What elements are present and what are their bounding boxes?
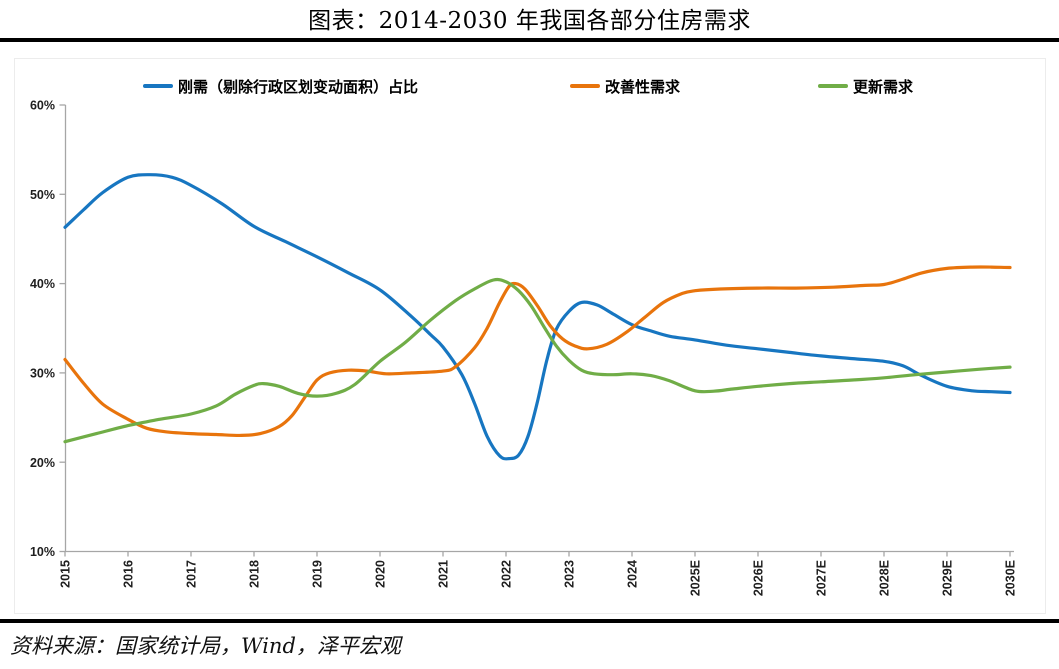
legend-label-improvement-demand: 改善性需求 <box>605 78 681 96</box>
legend-swatch-orange <box>570 84 600 88</box>
top-divider <box>0 38 1059 42</box>
legend-item-renewal-demand: 更新需求 <box>818 76 913 96</box>
legend-item-rigid-demand: 刚需（剔除行政区划变动面积）占比 <box>143 76 418 96</box>
legend-label-renewal-demand: 更新需求 <box>853 78 914 96</box>
page-title: 图表：2014-2030 年我国各部分住房需求 <box>308 8 751 34</box>
legend-swatch-green <box>818 84 848 88</box>
legend-label-rigid-demand: 刚需（剔除行政区划变动面积）占比 <box>178 78 419 96</box>
legend-item-improvement-demand: 改善性需求 <box>570 76 680 96</box>
legend-swatch-blue <box>143 84 173 88</box>
chart-container <box>14 58 1046 614</box>
source-note: 资料来源：国家统计局，Wind，泽平宏观 <box>10 634 401 658</box>
bottom-divider <box>0 619 1059 623</box>
